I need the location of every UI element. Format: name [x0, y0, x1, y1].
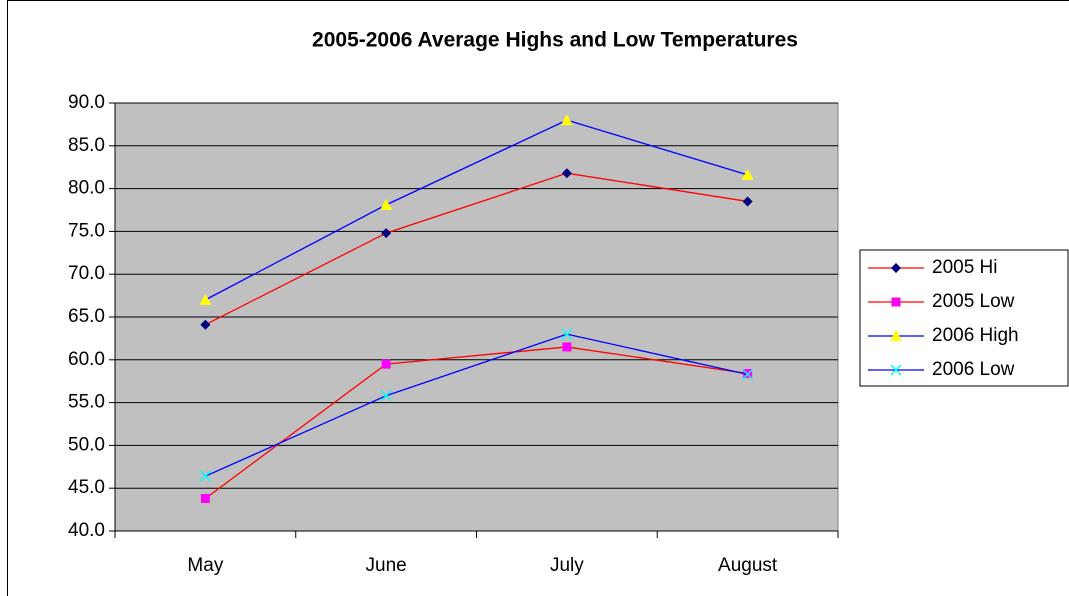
data-point: [199, 470, 211, 482]
legend-label: 2005 Low: [932, 291, 1015, 312]
x-tick-label: August: [718, 555, 778, 576]
legend: [859, 249, 1069, 387]
data-point: [380, 390, 392, 402]
x-tick-label: July: [550, 555, 584, 576]
data-point: [381, 228, 392, 239]
data-point: [380, 198, 393, 210]
data-point: [742, 196, 753, 207]
data-point: [562, 342, 572, 352]
legend-marker: [890, 364, 902, 376]
y-tick-label: 70.0: [68, 263, 105, 284]
series-line: [205, 119, 748, 301]
y-tick-label: 90.0: [68, 92, 105, 113]
y-tick-label: 40.0: [68, 520, 105, 541]
data-point: [199, 293, 212, 305]
y-tick-label: 60.0: [68, 349, 105, 370]
data-point: [381, 359, 391, 369]
y-tick-label: 80.0: [68, 178, 105, 199]
y-tick-label: 65.0: [68, 306, 105, 327]
data-point: [200, 493, 210, 503]
data-point: [742, 368, 754, 380]
y-tick-label: 50.0: [68, 434, 105, 455]
x-tick-label: June: [366, 555, 407, 576]
data-point: [200, 319, 211, 330]
legend-marker: [891, 297, 901, 307]
series-line: [205, 172, 748, 326]
legend-label: 2005 Hi: [932, 257, 998, 278]
x-tick-label: May: [187, 555, 223, 576]
data-point: [560, 114, 573, 126]
legend-label: 2006 Low: [932, 359, 1015, 380]
y-tick-label: 75.0: [68, 220, 105, 241]
series-line: [204, 346, 748, 499]
data-point: [741, 168, 754, 180]
y-tick-label: 55.0: [68, 392, 105, 413]
y-tick-label: 85.0: [68, 135, 105, 156]
data-point: [561, 168, 572, 179]
legend-marker: [890, 330, 902, 341]
series-line: [205, 333, 748, 477]
legend-marker: [891, 263, 901, 273]
chart-title: 2005-2006 Average Highs and Low Temperat…: [312, 29, 798, 52]
y-tick-label: 45.0: [68, 477, 105, 498]
data-point: [561, 328, 573, 340]
legend-label: 2006 High: [932, 325, 1019, 346]
